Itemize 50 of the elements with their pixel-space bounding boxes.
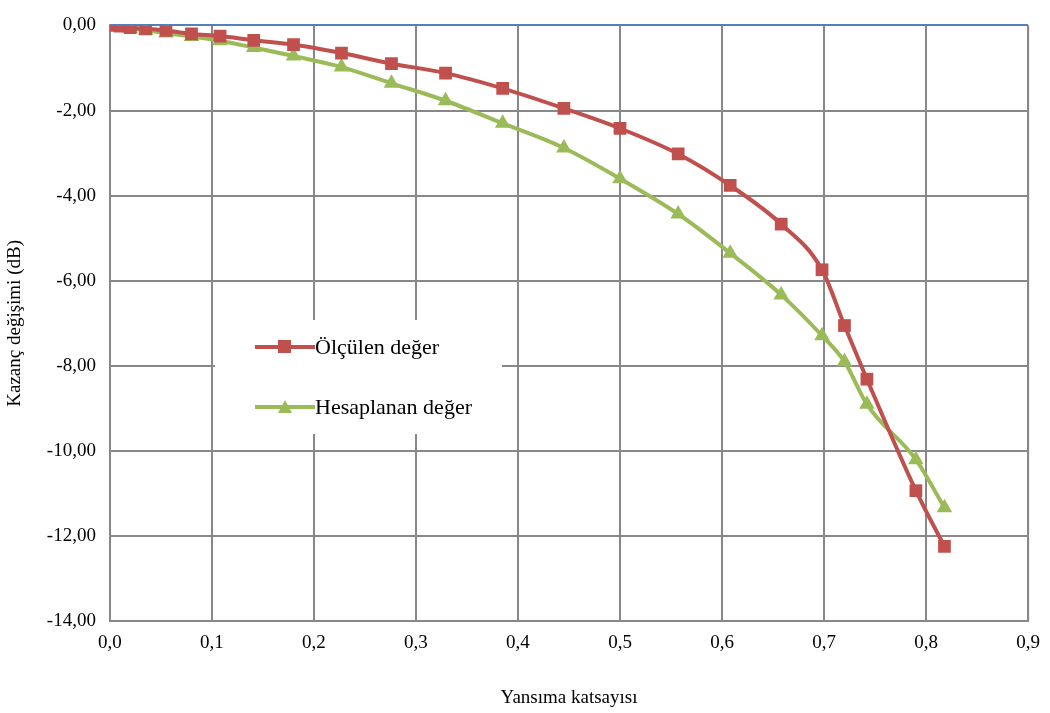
- x-tick-label: 0,2: [302, 630, 326, 652]
- y-tick-label: -12,00: [46, 524, 96, 546]
- legend-label: Ölçülen değer: [315, 334, 439, 360]
- point: [496, 82, 510, 95]
- point: [287, 38, 300, 51]
- point: [859, 395, 875, 409]
- point: [335, 46, 348, 60]
- point: [722, 244, 738, 258]
- point: [936, 498, 953, 513]
- point: [838, 319, 851, 332]
- point: [670, 204, 686, 219]
- x-tick-label: 0,8: [914, 630, 938, 652]
- y-axis-title: Kazanç değişimi (dB): [3, 240, 26, 407]
- point: [815, 263, 829, 277]
- x-axis-title: Yansıma katsayısı: [500, 685, 638, 707]
- y-tick-label: -4,00: [56, 183, 96, 205]
- x-tick-label: 0,7: [812, 630, 836, 652]
- point: [383, 74, 400, 88]
- point: [613, 122, 627, 135]
- x-tick-label: 0,4: [506, 630, 531, 652]
- point: [774, 217, 788, 231]
- point: [612, 169, 628, 184]
- y-tick-label: -6,00: [56, 268, 96, 290]
- point: [723, 179, 737, 192]
- point: [814, 326, 830, 341]
- point: [437, 91, 454, 106]
- x-tick-label: 0,5: [608, 630, 632, 652]
- y-tick-label: -10,00: [46, 439, 96, 461]
- y-tick-label: 0,00: [62, 13, 96, 35]
- point: [908, 450, 924, 465]
- point: [557, 102, 571, 115]
- point: [439, 66, 452, 80]
- point: [333, 58, 350, 72]
- y-tick-label: -14,00: [46, 609, 96, 631]
- point: [860, 372, 874, 386]
- point: [247, 33, 261, 47]
- x-tick-label: 0,1: [200, 630, 224, 652]
- point: [556, 139, 572, 153]
- point: [671, 147, 685, 161]
- x-tick-label: 0,6: [710, 630, 734, 652]
- y-tick-label: -2,00: [56, 98, 96, 120]
- point: [494, 114, 511, 128]
- x-tick-label: 0,0: [98, 630, 122, 652]
- x-tick-label: 0,9: [1016, 630, 1040, 652]
- x-tick-label: 0,3: [404, 630, 428, 652]
- legend-label: Hesaplanan değer: [315, 394, 472, 420]
- point: [385, 57, 398, 71]
- point: [836, 352, 853, 367]
- point: [773, 285, 790, 300]
- y-tick-label: -8,00: [56, 353, 96, 375]
